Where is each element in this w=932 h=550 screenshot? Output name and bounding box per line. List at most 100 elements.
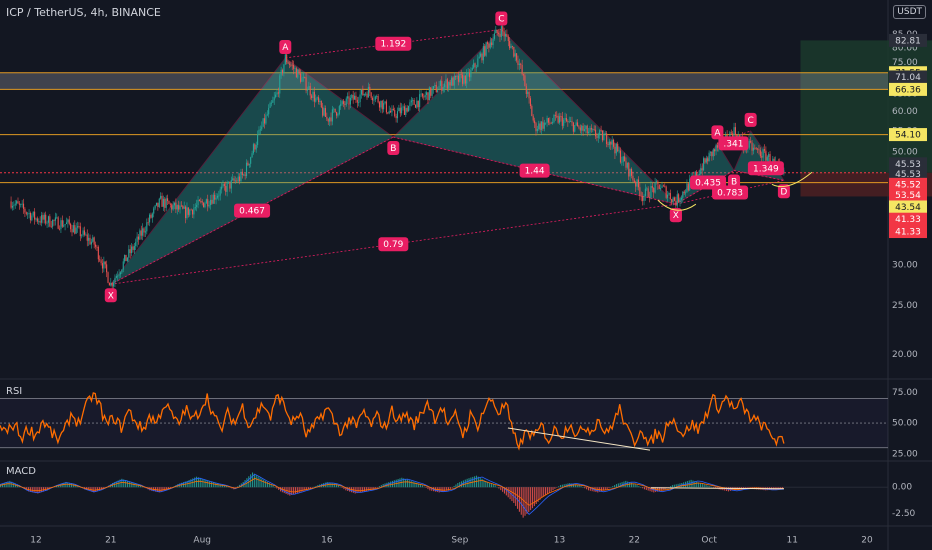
candle-body bbox=[462, 74, 464, 84]
macd-bar bbox=[253, 473, 255, 488]
candle-body bbox=[13, 205, 15, 207]
macd-bar bbox=[520, 487, 522, 515]
candle-body bbox=[304, 77, 306, 78]
candle-body bbox=[758, 149, 760, 151]
candle-body bbox=[219, 189, 221, 196]
candle-body bbox=[581, 125, 583, 131]
candle-body bbox=[485, 42, 487, 56]
candle-body bbox=[608, 141, 610, 145]
price-tag-5: 45.53 bbox=[895, 160, 921, 170]
time-tick-7: Oct bbox=[701, 536, 717, 546]
macd-bar bbox=[69, 482, 71, 488]
candle-body bbox=[633, 180, 635, 183]
price-tag-bg-8 bbox=[889, 188, 927, 202]
candle-body bbox=[417, 100, 419, 108]
candle-body bbox=[131, 246, 133, 254]
d-point-arc-1 bbox=[771, 171, 813, 188]
macd-bar bbox=[225, 485, 227, 488]
candle-body bbox=[597, 134, 599, 138]
macd-bar bbox=[218, 483, 220, 488]
candle-body bbox=[136, 236, 138, 242]
macd-bar bbox=[337, 485, 339, 488]
candle-body bbox=[209, 199, 212, 206]
macd-bar bbox=[459, 482, 461, 488]
candle-body bbox=[254, 144, 256, 150]
macd-bar bbox=[343, 487, 345, 490]
candle-body bbox=[215, 197, 217, 200]
macd-bar bbox=[690, 479, 692, 488]
candle-body bbox=[182, 205, 184, 209]
macd-bar bbox=[164, 487, 166, 491]
price-tag-bg-6 bbox=[889, 167, 927, 181]
candle-body bbox=[376, 96, 378, 97]
candle-body bbox=[45, 214, 47, 224]
candle-body bbox=[355, 95, 357, 100]
macd-bar bbox=[528, 487, 530, 512]
candle-body bbox=[97, 246, 99, 260]
macd-bar bbox=[649, 487, 651, 492]
candle-body bbox=[410, 100, 412, 103]
candle-body bbox=[369, 86, 371, 93]
macd-bar bbox=[41, 487, 43, 493]
candle-body bbox=[258, 129, 260, 135]
macd-bar bbox=[199, 477, 201, 488]
candle-body bbox=[671, 199, 673, 203]
macd-bar bbox=[582, 487, 584, 488]
macd-bar bbox=[546, 487, 548, 494]
candle-body bbox=[338, 106, 340, 115]
candle-body bbox=[525, 86, 527, 94]
candle-body bbox=[169, 203, 171, 205]
candle-body bbox=[207, 199, 209, 207]
macd-bar bbox=[360, 487, 362, 493]
candle-body bbox=[333, 108, 335, 110]
macd-bar bbox=[673, 484, 675, 488]
macd-bar bbox=[265, 480, 267, 488]
candle-body bbox=[280, 69, 282, 76]
candle-body bbox=[329, 117, 331, 122]
macd-bar bbox=[421, 485, 423, 488]
candle-body bbox=[276, 92, 278, 95]
candle-body bbox=[399, 107, 401, 114]
candle-body bbox=[191, 209, 194, 215]
macd-bar bbox=[500, 487, 502, 491]
macd-bar bbox=[483, 479, 485, 488]
candle-body bbox=[455, 76, 457, 77]
candle-body bbox=[521, 64, 523, 75]
currency-button[interactable]: USDT bbox=[893, 5, 926, 19]
candle-body bbox=[589, 127, 591, 132]
candle-body bbox=[348, 96, 350, 105]
macd-bar bbox=[97, 487, 99, 492]
price-tick-2: 75.00 bbox=[892, 58, 918, 68]
candle-body bbox=[255, 144, 257, 150]
candle-body bbox=[493, 33, 495, 39]
candle-body bbox=[644, 188, 646, 196]
macd-bar bbox=[449, 487, 451, 489]
candle-body bbox=[366, 93, 368, 98]
ratio-label-4: .341 bbox=[723, 139, 743, 149]
pattern-1-point-a-bg bbox=[711, 125, 724, 140]
candle-body bbox=[216, 195, 218, 198]
candle-body bbox=[532, 116, 534, 121]
candle-body bbox=[74, 225, 76, 234]
candle-body bbox=[445, 79, 447, 84]
macd-bar bbox=[477, 476, 479, 488]
macd-bar bbox=[707, 485, 709, 488]
candle-body bbox=[632, 175, 634, 181]
symbol-title[interactable]: ICP / TetherUS, 4h, BINANCE bbox=[6, 6, 161, 19]
macd-bar bbox=[332, 483, 334, 488]
macd-bar bbox=[317, 485, 319, 488]
candle-body bbox=[176, 205, 178, 210]
macd-bar bbox=[406, 479, 408, 488]
candle-body bbox=[567, 121, 569, 123]
macd-bar bbox=[281, 487, 283, 493]
price-tag-3: 66.36 bbox=[895, 85, 921, 95]
candle-body bbox=[538, 123, 540, 130]
candle-body bbox=[226, 182, 228, 192]
candle-body bbox=[391, 108, 393, 113]
candle-body bbox=[356, 99, 358, 103]
price-tag-bg-10 bbox=[889, 212, 927, 226]
macd-bar bbox=[630, 482, 632, 488]
candle-body bbox=[754, 147, 756, 149]
candle-body bbox=[247, 162, 249, 166]
